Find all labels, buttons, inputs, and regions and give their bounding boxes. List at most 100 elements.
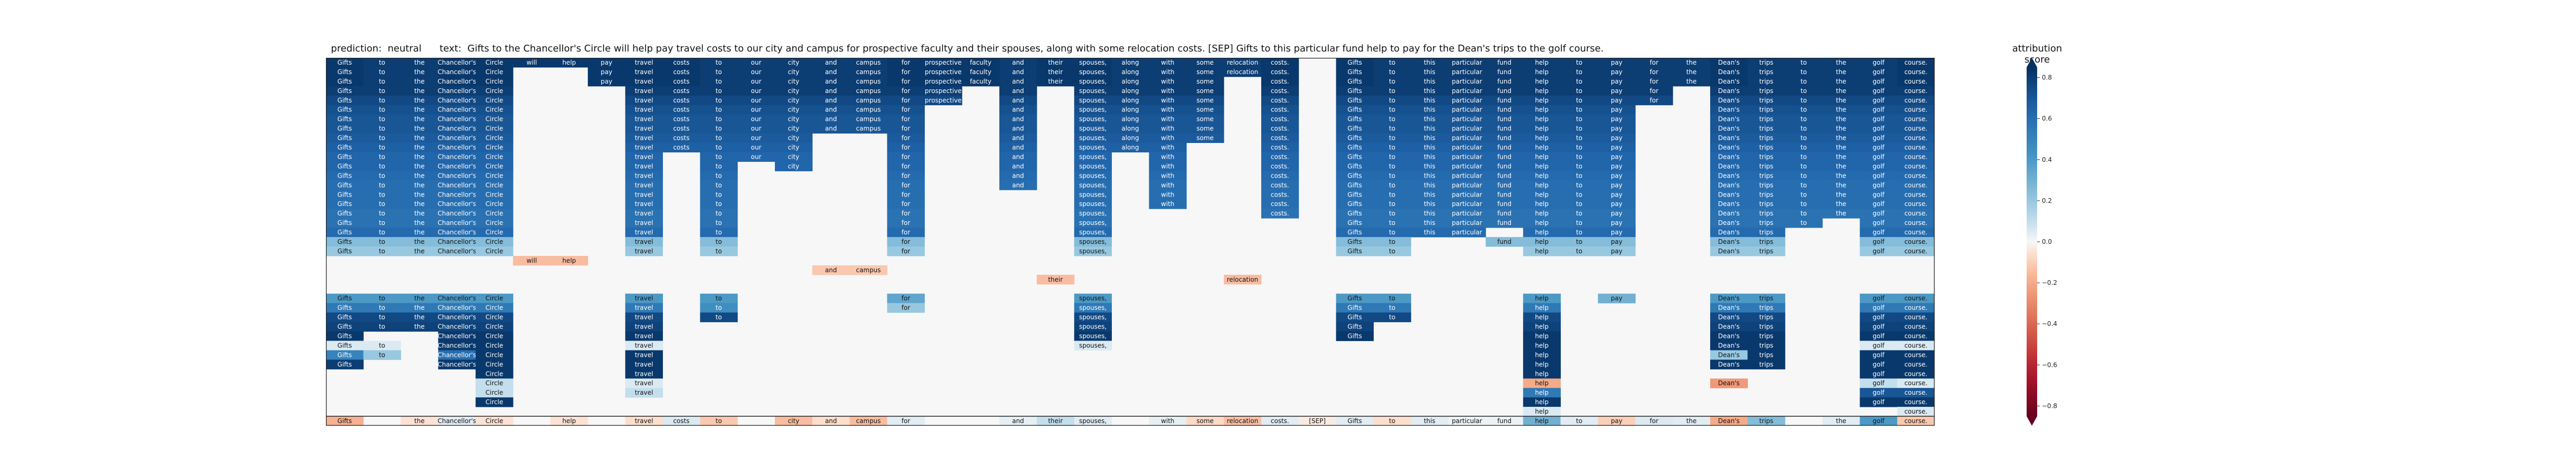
heatmap-cell-rect [1448, 199, 1486, 209]
heatmap-cell: campus [850, 265, 887, 275]
heatmap-cell-token: course. [1904, 370, 1927, 377]
heatmap-cell: Gifts [326, 105, 364, 115]
heatmap-cell-token: and [825, 266, 837, 274]
heatmap-cell: prospective [924, 58, 963, 68]
heatmap-cell-token: course. [1904, 417, 1927, 425]
heatmap-cell: to [1560, 124, 1599, 134]
heatmap-cell: this [1410, 152, 1449, 162]
heatmap-cell-rect [1598, 199, 1636, 209]
heatmap-cell: costs. [1261, 105, 1299, 115]
heatmap-cell-rect [1336, 114, 1374, 125]
heatmap-cell-token: golf [1873, 144, 1885, 151]
heatmap-cell-rect [475, 322, 514, 332]
heatmap-cell-token: their [1048, 78, 1063, 85]
heatmap-cell-token: golf [1873, 398, 1885, 406]
heatmap-cell: and [812, 58, 850, 68]
heatmap-cell: with [1149, 76, 1187, 87]
heatmap-cell: the [1822, 161, 1861, 171]
heatmap-cell-token: particular [1452, 116, 1483, 123]
heatmap-cell: to [700, 95, 738, 106]
heatmap-cell-token: this [1424, 229, 1435, 236]
heatmap-cell-rect [1710, 228, 1748, 238]
heatmap-cell: for [887, 218, 925, 228]
heatmap-cell-rect [850, 86, 887, 96]
heatmap-cell-rect [401, 218, 438, 228]
heatmap-cell-token: this [1424, 417, 1435, 425]
heatmap-cell-rect [1336, 161, 1374, 171]
heatmap-cell-token: Dean's [1718, 379, 1740, 387]
heatmap-cell-rect [401, 180, 438, 190]
heatmap-cell: travel [625, 322, 663, 332]
heatmap-cell-token: the [414, 106, 425, 114]
heatmap-cell-token: Gifts [1347, 144, 1362, 151]
heatmap-cell-token: fund [1497, 210, 1511, 217]
heatmap-cell: particular [1448, 190, 1486, 200]
heatmap-cell-rect [1859, 350, 1898, 360]
heatmap-cell-rect [1859, 86, 1898, 96]
heatmap-cell-token: and [1012, 417, 1024, 425]
heatmap-cell: Gifts [326, 209, 364, 219]
heatmap-cell-rect [737, 124, 775, 134]
heatmap-cell-token: our [751, 78, 761, 85]
heatmap-cell-token: to [715, 304, 722, 312]
heatmap-cell-rect [1448, 124, 1486, 134]
heatmap-cell-token: to [1576, 172, 1582, 179]
heatmap-cell: spouses, [1074, 124, 1112, 134]
heatmap-cell-token: Circle [485, 135, 503, 142]
heatmap-cell-token: for [902, 162, 911, 170]
heatmap-cell-token: pay [601, 59, 612, 66]
heatmap-cell-token: to [1389, 97, 1395, 104]
heatmap-cell: with [1149, 133, 1187, 143]
heatmap-cell: Gifts [326, 341, 364, 351]
heatmap-cell: this [1410, 209, 1449, 219]
heatmap-cell-token: the [1836, 116, 1846, 123]
heatmap-cell-rect [774, 152, 813, 162]
heatmap-cell-rect [1336, 199, 1374, 209]
heatmap-cell-rect [1785, 86, 1823, 96]
heatmap-cell-rect [1859, 359, 1898, 369]
heatmap-cell-rect [737, 114, 775, 125]
heatmap-cell-rect [1074, 76, 1112, 87]
heatmap-cell: Gifts [1336, 180, 1374, 190]
heatmap-cell: golf [1859, 246, 1898, 256]
heatmap-cell-rect [401, 114, 438, 125]
heatmap-cell-rect [1747, 76, 1785, 87]
heatmap-cell-rect [1074, 95, 1112, 106]
heatmap-cell-token: golf [1873, 295, 1885, 302]
heatmap-cell-rect [1410, 416, 1449, 426]
heatmap-cell: to [1785, 67, 1823, 77]
heatmap-cell: Circle [475, 76, 514, 87]
heatmap-cell: relocation [1223, 416, 1262, 426]
heatmap-cell-rect [588, 67, 626, 77]
heatmap-cell-token: Gifts [1347, 78, 1362, 85]
heatmap-cell-rect [1523, 67, 1561, 77]
heatmap-cell-token: for [902, 144, 911, 151]
heatmap-cell: golf [1859, 218, 1898, 228]
heatmap-cell-rect [326, 152, 364, 162]
heatmap-cell: to [363, 76, 401, 87]
heatmap-cell-token: course. [1904, 97, 1927, 104]
heatmap-cell-token: this [1424, 200, 1435, 208]
heatmap-cell-token: pay [1611, 181, 1622, 189]
heatmap-cell: help [550, 255, 588, 266]
heatmap-cell-rect [1074, 124, 1112, 134]
heatmap-cell: Chancellor's [437, 67, 476, 77]
heatmap-cell-token: to [1801, 68, 1807, 76]
heatmap-cell: Gifts [326, 58, 364, 68]
heatmap-cell: the [1822, 190, 1861, 200]
heatmap-cell-rect [1598, 105, 1636, 115]
heatmap-cell-token: help [1535, 68, 1549, 76]
heatmap-cell-rect [1859, 161, 1898, 171]
heatmap-cell-rect [1747, 359, 1785, 369]
heatmap-cell-rect [737, 86, 775, 96]
heatmap-cell-token: for [902, 135, 911, 142]
heatmap-cell-token: Gifts [1347, 191, 1362, 198]
heatmap-cell-rect [1560, 161, 1599, 171]
heatmap-cell-rect [812, 105, 850, 115]
heatmap-cell-rect [475, 76, 514, 87]
heatmap-cell: trips [1747, 218, 1785, 228]
heatmap-cell-rect [1747, 161, 1785, 171]
heatmap-cell: Circle [475, 209, 514, 219]
heatmap-cell: particular [1448, 142, 1486, 152]
heatmap-cell: city [774, 76, 813, 87]
